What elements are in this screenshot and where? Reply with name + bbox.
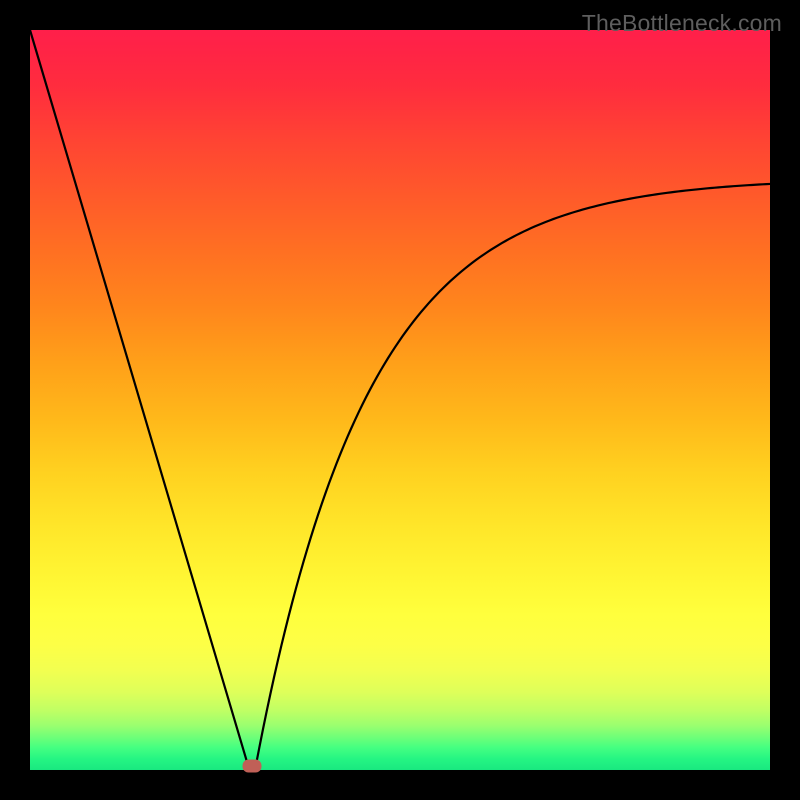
minimum-marker — [243, 760, 262, 773]
watermark-text: TheBottleneck.com — [582, 10, 782, 37]
chart-root: TheBottleneck.com — [0, 0, 800, 800]
bottleneck-curve — [30, 30, 770, 770]
